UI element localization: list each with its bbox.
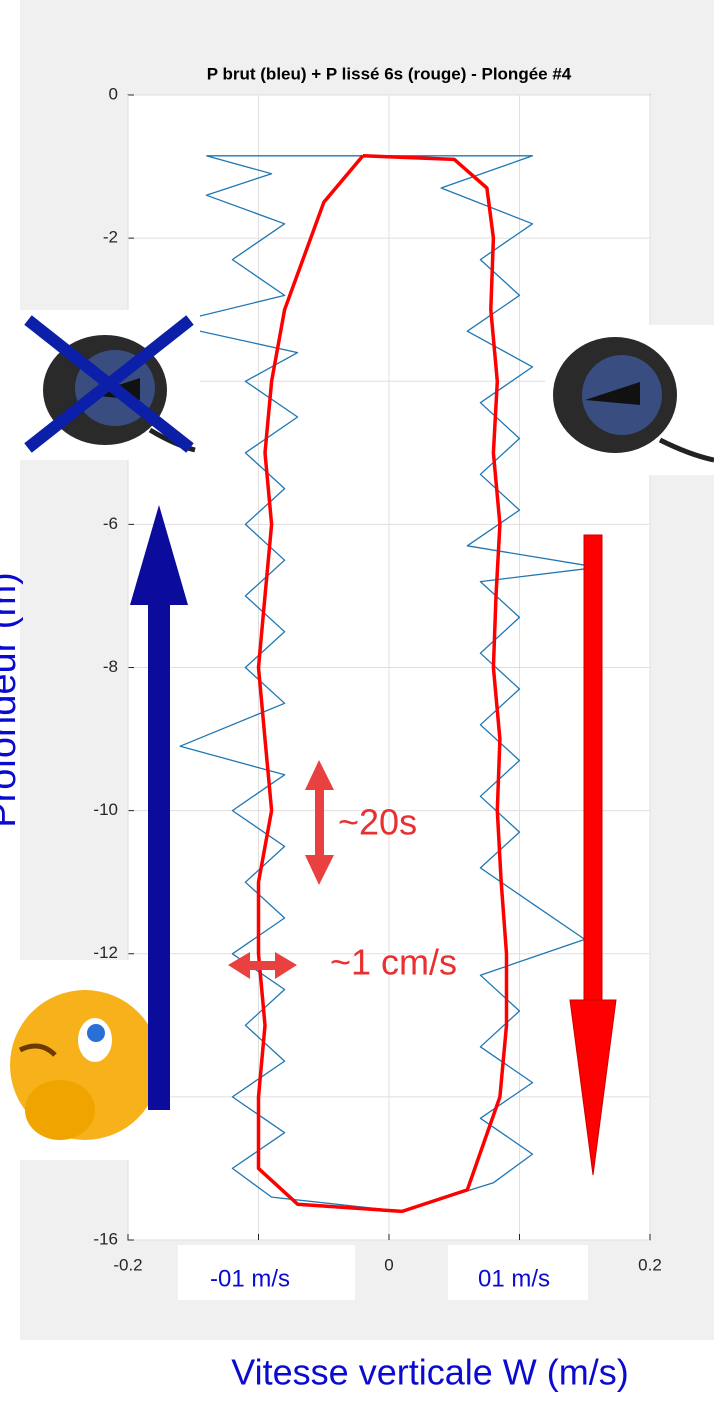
y-tick-label: 0 [109,84,118,103]
y-tick-label: -10 [93,800,118,819]
emoji [0,960,165,1160]
annotation: ~1 cm/s [330,942,457,983]
arrow-up [130,505,188,1110]
thruster [545,325,714,475]
label-box [178,1245,355,1300]
arrow-down [569,534,617,1176]
annotation: -01 m/s [210,1265,290,1292]
y-tick-label: -8 [103,657,118,676]
y-axis-label: Profondeur (m) [0,572,24,828]
series-line [256,154,509,1214]
y-tick-label: -16 [93,1229,118,1248]
double-arrow-vertical [305,760,334,885]
x-tick-label: -0.2 [113,1255,142,1274]
double-arrow-horizontal [228,952,297,979]
x-tick-label: 0.2 [638,1255,662,1274]
annotation: ~20s [338,802,417,843]
x-axis-label: Vitesse verticale W (m/s) [231,1352,628,1393]
y-tick-label: -2 [103,228,118,247]
thruster-crossed [20,310,200,460]
chart-title: P brut (bleu) + P lissé 6s (rouge) - Plo… [207,64,572,83]
label-box [448,1245,588,1300]
y-tick-label: -6 [103,514,118,533]
annotation: 01 m/s [478,1265,550,1292]
y-tick-label: -12 [93,943,118,962]
x-tick-label: 0 [384,1255,393,1274]
